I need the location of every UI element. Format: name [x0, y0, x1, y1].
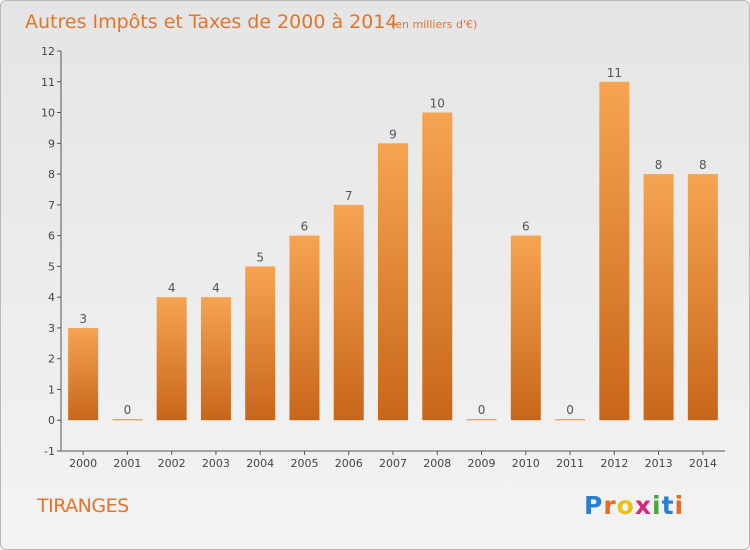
y-tick-label: 3	[48, 322, 55, 335]
axes	[57, 50, 725, 455]
bar	[555, 419, 586, 421]
y-tick-label: 1	[48, 383, 55, 396]
logo-letter: r	[603, 491, 617, 520]
bar	[687, 174, 718, 421]
bar	[289, 235, 320, 421]
y-tick-label: 11	[41, 76, 55, 89]
bars	[68, 81, 718, 421]
x-tick-labels: 2000 2001 2002 2003 2004 2005 2006 2007 2008 2009…	[69, 457, 717, 470]
y-tick-label: -1	[44, 445, 55, 458]
value-label: 6	[301, 220, 309, 234]
bar	[422, 112, 453, 421]
bar	[378, 143, 408, 421]
logo-letter: t	[661, 491, 675, 520]
x-tick-label: 2014	[689, 457, 717, 470]
value-label: 8	[699, 158, 707, 172]
value-label: 9	[389, 127, 397, 141]
logo-letter: P	[584, 491, 604, 520]
bar	[643, 174, 674, 421]
value-labels: 3 0 4 4 5 6 7 9 10 0 6 0 11 8 8	[79, 66, 706, 417]
bar	[466, 419, 497, 421]
value-label: 0	[478, 403, 486, 417]
value-label: 4	[168, 281, 176, 295]
bar	[112, 419, 143, 421]
commune-name: TIRANGES	[37, 495, 129, 517]
y-tick-label: 12	[41, 45, 55, 58]
value-label: 6	[522, 220, 530, 234]
logo-letter: x	[634, 491, 652, 520]
chart-subtitle: (en milliers d'€)	[391, 18, 477, 31]
value-label: 10	[430, 97, 445, 111]
y-tick-label: 0	[48, 414, 55, 427]
y-tick-label: 4	[48, 291, 55, 304]
x-tick-label: 2005	[290, 457, 318, 470]
value-label: 8	[655, 158, 663, 172]
y-tick-label: 5	[48, 260, 55, 273]
bar	[599, 81, 630, 421]
x-tick-label: 2009	[468, 457, 496, 470]
x-tick-label: 2001	[113, 457, 141, 470]
bar	[156, 297, 187, 421]
value-label: 0	[124, 403, 132, 417]
y-tick-label: 2	[48, 353, 55, 366]
y-tick-label: 9	[48, 137, 55, 150]
x-tick-label: 2012	[600, 457, 628, 470]
bar	[510, 235, 541, 421]
value-label: 7	[345, 189, 353, 203]
x-tick-label: 2002	[158, 457, 186, 470]
y-tick-label: 10	[41, 107, 55, 120]
x-tick-label: 2003	[202, 457, 230, 470]
chart-title: Autres Impôts et Taxes de 2000 à 2014	[25, 11, 398, 33]
x-tick-label: 2000	[69, 457, 97, 470]
proxiti-logo: Proxiti	[584, 491, 684, 520]
x-tick-label: 2010	[512, 457, 540, 470]
bar	[245, 266, 276, 421]
value-label: 0	[566, 403, 574, 417]
value-label: 11	[607, 66, 622, 80]
x-tick-label: 2011	[556, 457, 584, 470]
bar	[200, 297, 231, 421]
y-tick-label: 8	[48, 168, 55, 181]
bar	[333, 204, 364, 421]
x-tick-label: 2004	[246, 457, 274, 470]
logo-letter: i	[674, 491, 685, 520]
bar	[68, 327, 99, 421]
value-label: 5	[256, 250, 264, 264]
value-label: 3	[79, 312, 87, 326]
x-tick-label: 2006	[335, 457, 363, 470]
y-tick-label: 6	[48, 230, 55, 243]
x-tick-label: 2007	[379, 457, 407, 470]
x-tick-label: 2013	[645, 457, 673, 470]
y-tick-label: 7	[48, 199, 55, 212]
value-label: 4	[212, 281, 220, 295]
logo-letter: o	[616, 491, 635, 520]
logo-letter: i	[652, 491, 662, 520]
x-tick-label: 2008	[423, 457, 451, 470]
